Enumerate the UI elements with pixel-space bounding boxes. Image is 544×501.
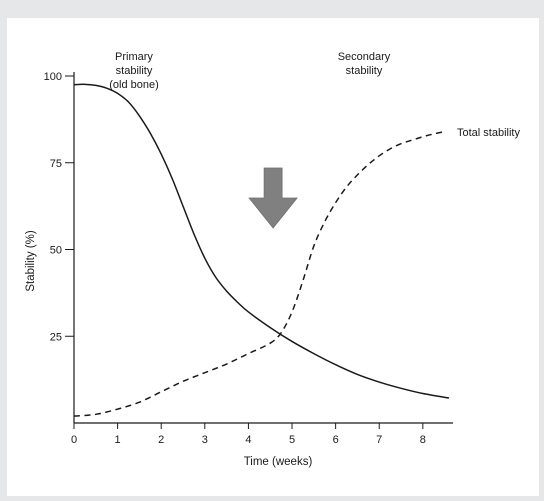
primary-stability-label-line: Primary	[115, 51, 153, 63]
x-tick-label: 4	[245, 434, 251, 446]
ticks: 0 1 2 3 4 5 6 7 8 25 50 75 100	[44, 71, 426, 446]
stability-chart: 0 1 2 3 4 5 6 7 8 25 50 75 100 Primary stability (old …	[25, 51, 520, 468]
x-tick-label: 5	[289, 434, 295, 446]
primary-stability-label-line: (old bone)	[109, 79, 159, 91]
secondary-stability-label-line: Secondary	[338, 51, 391, 63]
secondary-stability-label: Secondary stability	[338, 51, 391, 77]
x-tick-label: 0	[71, 434, 77, 446]
total-stability-label: Total stability	[457, 127, 520, 139]
y-tick-label: 75	[50, 158, 62, 170]
x-tick-label: 3	[202, 434, 208, 446]
secondary-stability-label-line: stability	[346, 65, 383, 77]
y-axis-label: Stability (%)	[25, 230, 37, 292]
x-axis-label: Time (weeks)	[244, 456, 313, 468]
y-tick-label: 100	[44, 71, 62, 83]
x-tick-label: 6	[333, 434, 339, 446]
axes	[73, 72, 453, 424]
secondary-stability-line	[73, 130, 445, 417]
y-tick-label: 25	[50, 331, 62, 343]
down-arrow-icon	[248, 167, 298, 229]
primary-stability-label-line: stability	[116, 65, 153, 77]
x-tick-label: 7	[376, 434, 382, 446]
primary-stability-label: Primary stability (old bone)	[109, 51, 159, 91]
x-tick-label: 2	[158, 434, 164, 446]
series-lines	[73, 83, 450, 417]
y-tick-label: 50	[50, 245, 62, 257]
x-tick-label: 8	[420, 434, 426, 446]
primary-stability-line	[73, 83, 450, 399]
x-tick-label: 1	[115, 434, 121, 446]
chart-panel: 0 1 2 3 4 5 6 7 8 25 50 75 100 Primary stability (old …	[7, 18, 539, 496]
series-labels: Primary stability (old bone) Secondary stabi…	[109, 51, 391, 229]
